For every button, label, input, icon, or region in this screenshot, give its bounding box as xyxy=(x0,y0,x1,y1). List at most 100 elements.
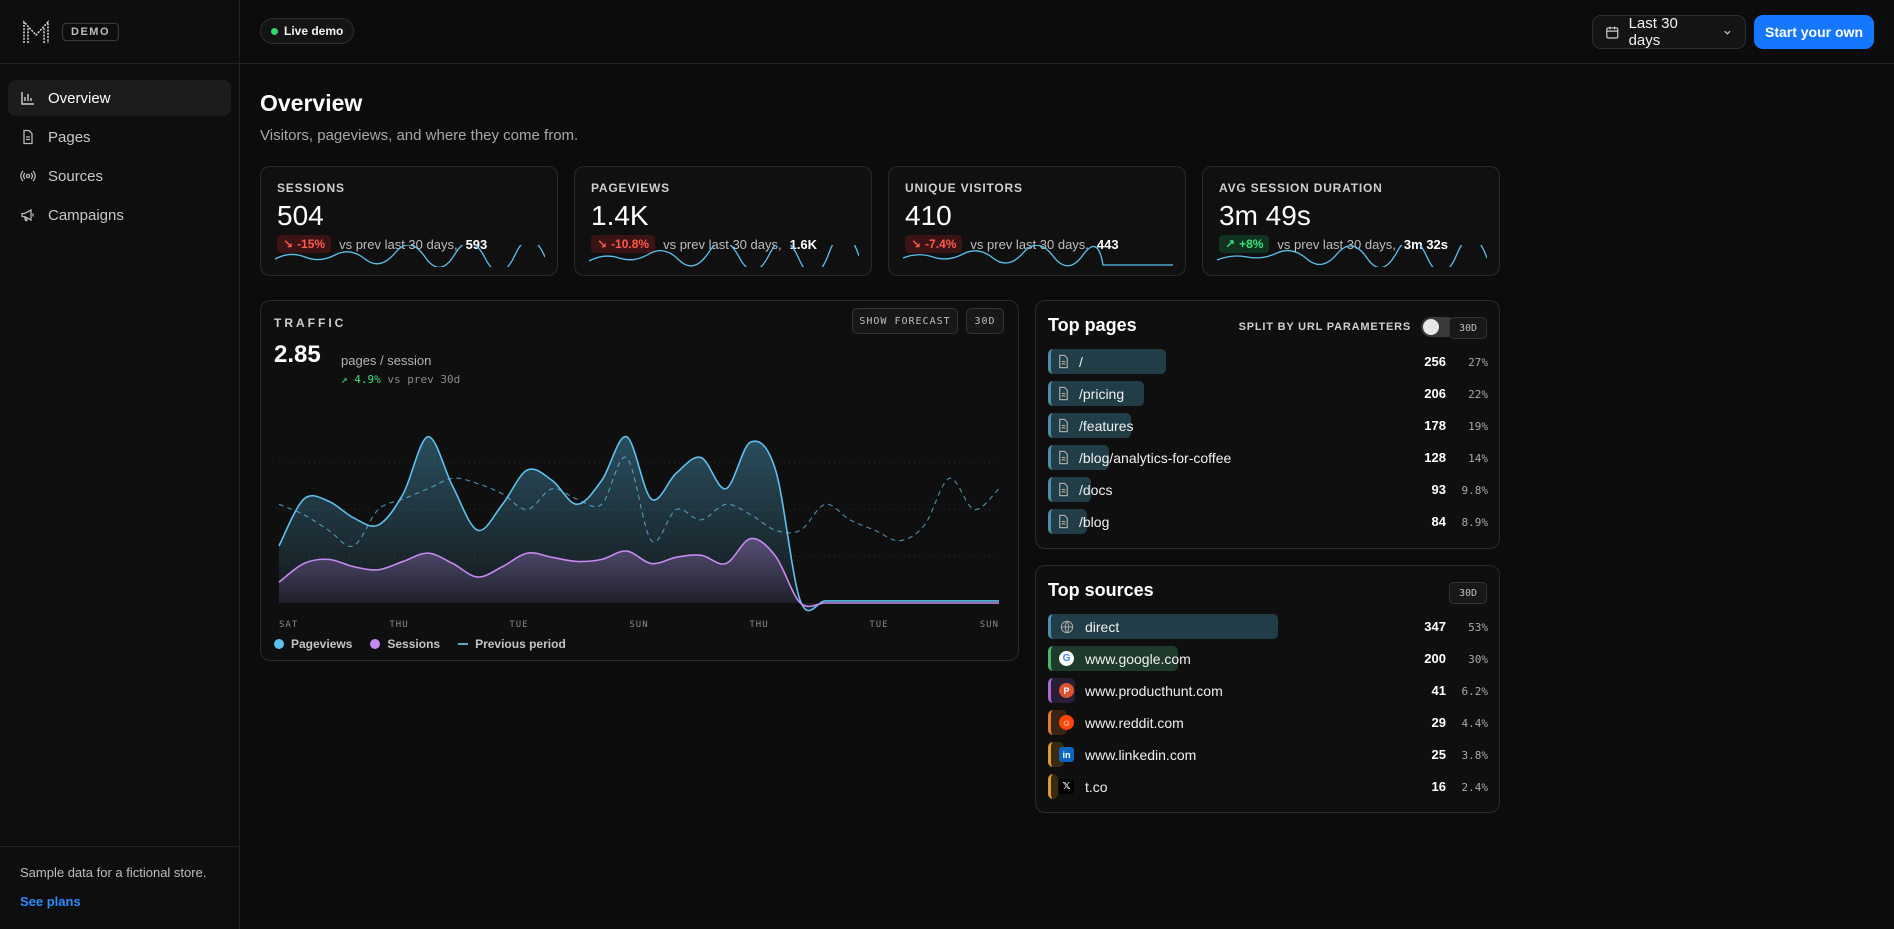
start-your-own-button[interactable]: Start your own xyxy=(1754,15,1874,49)
legend-item-previous-period[interactable]: Previous period xyxy=(458,637,566,651)
x-tick-label: SAT xyxy=(279,620,298,630)
stat-comparison: ↘ -10.8% vs prev last 30 days, 1.6K xyxy=(591,235,855,253)
sidebar-item-pages[interactable]: Pages xyxy=(8,119,231,155)
page-count: 206 xyxy=(1424,386,1446,401)
sidebar-footer: Sample data for a fictional store. See p… xyxy=(0,846,239,929)
page-row[interactable]: /blog 84 8.9% xyxy=(1048,509,1488,534)
brand: DEMO xyxy=(0,0,239,64)
show-forecast-button[interactable]: SHOW FORECAST xyxy=(852,308,958,334)
source-name: t.co xyxy=(1085,779,1108,795)
compare-text: vs prev last 30 days, xyxy=(1277,236,1396,252)
source-row[interactable]: ☺ www.reddit.com 29 4.4% xyxy=(1048,710,1488,735)
file-icon xyxy=(1059,482,1068,497)
stat-card-pageviews: PAGEVIEWS 1.4K ↘ -10.8% vs prev last 30 d… xyxy=(574,166,872,276)
source-row[interactable]: in www.linkedin.com 25 3.8% xyxy=(1048,742,1488,767)
page-row[interactable]: /pricing 206 22% xyxy=(1048,381,1488,406)
prev-value: 3m 32s xyxy=(1403,236,1449,252)
prev-value: 1.6K xyxy=(789,236,818,252)
arrow-down-right-icon: ↘ xyxy=(283,237,294,251)
legend-item-pageviews[interactable]: Pageviews xyxy=(274,637,352,651)
stat-card-sessions: SESSIONS 504 ↘ -15% vs prev last 30 days,… xyxy=(260,166,558,276)
stat-comparison: ↘ -7.4% vs prev last 30 days, 443 xyxy=(905,235,1169,253)
bar-chart-icon xyxy=(21,92,34,105)
page-path: / xyxy=(1079,354,1083,370)
series-sessions-line[interactable] xyxy=(278,537,999,608)
google-icon: G xyxy=(1058,650,1075,667)
source-count: 29 xyxy=(1431,715,1446,730)
date-range-dropdown[interactable]: Last 30 days xyxy=(1592,15,1746,49)
source-count: 25 xyxy=(1431,747,1446,762)
prev-value: 443 xyxy=(1096,236,1119,252)
sidebar-item-label: Sources xyxy=(48,167,104,185)
page-subtitle: Visitors, pageviews, and where they come… xyxy=(260,127,579,144)
delta-badge: ↘ -10.8% xyxy=(591,235,656,253)
x-icon: 𝕏 xyxy=(1058,778,1075,795)
delta-badge: ↘ -15% xyxy=(277,235,332,253)
logo-icon[interactable] xyxy=(22,19,50,45)
source-count: 200 xyxy=(1424,651,1446,666)
source-name: www.producthunt.com xyxy=(1085,683,1223,699)
sparkline xyxy=(275,245,545,267)
demo-badge: DEMO xyxy=(62,22,119,41)
page-row[interactable]: /features 178 19% xyxy=(1048,413,1488,438)
source-name: www.google.com xyxy=(1085,651,1191,667)
source-row[interactable]: direct 347 53% xyxy=(1048,614,1488,639)
file-icon xyxy=(1059,514,1068,529)
sample-data-note: Sample data for a fictional store. xyxy=(20,865,207,880)
sidebar-item-overview[interactable]: Overview xyxy=(8,80,231,116)
legend-item-sessions[interactable]: Sessions xyxy=(370,637,440,651)
page-row[interactable]: /blog/analytics-for-coffee 128 14% xyxy=(1048,445,1488,470)
x-tick-label: SUN xyxy=(629,620,648,630)
page-row[interactable]: /docs 93 9.8% xyxy=(1048,477,1488,502)
source-percent: 2.4% xyxy=(1461,781,1489,794)
page-path: /docs xyxy=(1079,482,1113,498)
prev-value: 593 xyxy=(465,236,488,252)
stat-label: AVG SESSION DURATION xyxy=(1219,181,1383,195)
broadcast-icon xyxy=(20,170,36,182)
compare-text: vs prev last 30 days, xyxy=(970,236,1089,252)
page-row[interactable]: / 256 27% xyxy=(1048,349,1488,374)
page-percent: 14% xyxy=(1468,452,1488,465)
stat-label: PAGEVIEWS xyxy=(591,181,670,195)
stat-comparison: ↗ +8% vs prev last 30 days, 3m 32s xyxy=(1219,235,1483,253)
page-percent: 27% xyxy=(1468,356,1488,369)
source-name: www.linkedin.com xyxy=(1085,747,1197,763)
sidebar-item-label: Campaigns xyxy=(48,206,124,224)
see-plans-link[interactable]: See plans xyxy=(20,894,81,909)
stat-card-unique-visitors: UNIQUE VISITORS 410 ↘ -7.4% vs prev last … xyxy=(888,166,1186,276)
top-pages-range-chip[interactable]: 30D xyxy=(1449,317,1487,339)
top-sources-range-chip[interactable]: 30D xyxy=(1449,582,1487,604)
x-tick-label: THU xyxy=(749,620,768,630)
file-icon xyxy=(1059,386,1068,401)
stat-value: 3m 49s xyxy=(1219,200,1311,231)
file-icon xyxy=(1059,450,1068,465)
sidebar-nav: Overview Pages Sources Campaigns xyxy=(0,64,239,252)
file-icon xyxy=(23,129,33,145)
arrow-up-right-icon: ↗ xyxy=(1225,237,1236,251)
x-tick-label: TUE xyxy=(509,620,528,630)
stat-card-avg-session-duration: AVG SESSION DURATION 3m 49s ↗ +8% vs prev… xyxy=(1202,166,1500,276)
traffic-chart[interactable]: SAT THU TUE SUN THU TUE SUN xyxy=(271,406,1009,631)
split-url-params-toggle[interactable] xyxy=(1421,317,1457,337)
page-title: Overview xyxy=(260,90,363,116)
sidebar-item-sources[interactable]: Sources xyxy=(8,158,231,194)
arrow-up-right-icon: ↗ xyxy=(341,373,348,386)
sidebar-item-campaigns[interactable]: Campaigns xyxy=(8,197,231,233)
share-bar xyxy=(1048,614,1278,639)
megaphone-icon xyxy=(21,208,34,222)
chevron-down-icon xyxy=(1724,30,1731,35)
source-percent: 53% xyxy=(1468,621,1488,634)
page-percent: 22% xyxy=(1468,388,1488,401)
live-demo-badge: Live demo xyxy=(260,18,355,44)
sidebar: DEMO Overview Pages Sources Campaigns Sa… xyxy=(0,0,240,929)
stat-value: 504 xyxy=(277,200,324,231)
sparkline xyxy=(903,245,1173,267)
stat-value: 410 xyxy=(905,200,952,231)
series-pageviews-line[interactable] xyxy=(278,435,999,612)
traffic-range-chip[interactable]: 30D xyxy=(966,308,1004,334)
traffic-delta: ↗ 4.9% vs prev 30d xyxy=(341,373,461,386)
source-name: direct xyxy=(1085,619,1120,635)
